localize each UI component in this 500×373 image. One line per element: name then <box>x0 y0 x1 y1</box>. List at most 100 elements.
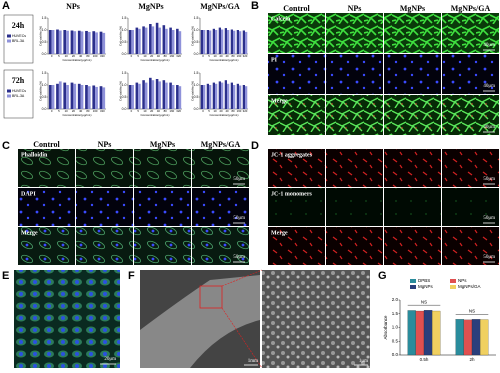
micrograph <box>384 95 441 135</box>
scale-bar: 20μm <box>104 357 116 362</box>
bar <box>221 82 224 109</box>
y-tick-label: 1.5 <box>122 16 127 20</box>
bar <box>102 87 106 109</box>
y-tick-label: 1.5 <box>42 71 47 75</box>
row-label: Merge <box>271 230 288 236</box>
column-title: Control <box>33 140 60 149</box>
bar <box>171 85 175 109</box>
bar <box>70 30 74 54</box>
micrograph <box>14 270 120 368</box>
panel-label: F <box>128 270 135 282</box>
bar <box>66 85 69 109</box>
x-tick-label: 10 <box>143 54 147 58</box>
bar <box>212 28 215 54</box>
bar <box>227 83 230 109</box>
y-tick-label: 2.0 <box>392 297 399 302</box>
x-axis-label: Concentration(μg/mL) <box>62 58 91 62</box>
y-tick-label: 1.5 <box>194 16 199 20</box>
bar <box>212 82 215 109</box>
micrograph <box>134 188 191 226</box>
bar <box>142 26 145 54</box>
bar <box>463 319 473 356</box>
bar <box>102 32 106 54</box>
y-tick-label: 0.0 <box>194 107 199 111</box>
bar <box>149 24 152 54</box>
x-tick-label: 20 <box>72 109 76 113</box>
panel-label: D <box>251 140 259 152</box>
x-tick-label: 160 <box>237 109 242 113</box>
legend-label: MgNPs/GA <box>458 284 481 289</box>
y-axis-label: Cell viability (%) <box>119 26 123 46</box>
micrograph <box>268 149 325 187</box>
column-title: Control <box>283 4 310 13</box>
micrograph <box>268 54 325 94</box>
y-tick-label: 1.0 <box>392 325 399 330</box>
legend-swatch <box>410 279 416 283</box>
bar <box>209 85 212 109</box>
row-label: JC-1 monomers <box>271 191 312 197</box>
bar <box>215 30 218 54</box>
x-tick-label: 20 <box>150 109 154 113</box>
bar <box>85 30 88 54</box>
x-tick-label: 0 <box>202 54 204 58</box>
x-tick-label: 5 <box>208 54 210 58</box>
bar <box>203 30 206 54</box>
bar <box>135 27 139 54</box>
y-axis-label: Cell viability (%) <box>119 81 123 101</box>
y-tick-label: 1.5 <box>42 16 47 20</box>
y-tick-label: 1.0 <box>194 28 199 32</box>
y-tick-label: 1.5 <box>392 311 399 316</box>
x-tick-label: 40 <box>225 109 229 113</box>
column-title: NPs <box>98 140 112 149</box>
bar <box>165 28 168 54</box>
bar <box>155 79 159 109</box>
x-tick-label: 160 <box>170 54 175 58</box>
legend-swatch <box>7 39 11 43</box>
bar <box>99 31 103 54</box>
scale-bar: 50μm <box>483 255 495 260</box>
micrograph <box>442 149 499 187</box>
x-tick-label: 20 <box>219 54 223 58</box>
zoom-line <box>221 269 263 287</box>
panel-label: A <box>2 0 10 12</box>
x-tick-label: 320 <box>100 109 105 113</box>
y-tick-label: 0.5 <box>42 40 47 44</box>
bar <box>51 30 55 54</box>
x-axis-label: Concentration(μg/mL) <box>209 58 238 62</box>
row-label: Merge <box>21 230 38 236</box>
y-axis-label: Cell viability (%) <box>191 26 195 46</box>
bar <box>242 85 245 109</box>
x-tick-label: 80 <box>86 109 90 113</box>
bar <box>51 85 55 109</box>
y-tick-label: 0.5 <box>392 338 399 343</box>
row-box <box>3 69 34 119</box>
micrograph <box>442 188 499 226</box>
x-tick-label: 80 <box>164 54 168 58</box>
x-tick-label: 5 <box>208 109 210 113</box>
bar <box>233 30 236 54</box>
x-tick-label: 5 <box>58 109 60 113</box>
y-tick-label: 0.0 <box>122 107 127 111</box>
bar <box>128 85 132 109</box>
row-label: 24h <box>12 21 25 30</box>
micrograph <box>326 54 383 94</box>
scale-bar: 1μm <box>359 359 368 364</box>
bar <box>128 30 132 54</box>
x-tick-label: 80 <box>231 54 235 58</box>
micrograph <box>442 13 499 53</box>
column-title: MgNPs/GA <box>200 2 240 11</box>
legend-label: HUVECs <box>12 34 26 38</box>
bar <box>56 29 59 54</box>
bar <box>58 81 62 109</box>
x-tick-label: 0 <box>202 109 204 113</box>
x-tick-label: 10 <box>213 109 217 113</box>
bar <box>149 77 152 109</box>
bar <box>131 30 134 54</box>
bar <box>165 82 168 109</box>
micrograph <box>326 13 383 53</box>
x-tick-label: 10 <box>143 109 147 113</box>
y-tick-label: 0.0 <box>122 52 127 56</box>
legend-label: HUVECs <box>12 89 26 93</box>
x-tick-label: 0 <box>51 54 53 58</box>
y-axis-label: Cell viability (%) <box>39 26 43 46</box>
